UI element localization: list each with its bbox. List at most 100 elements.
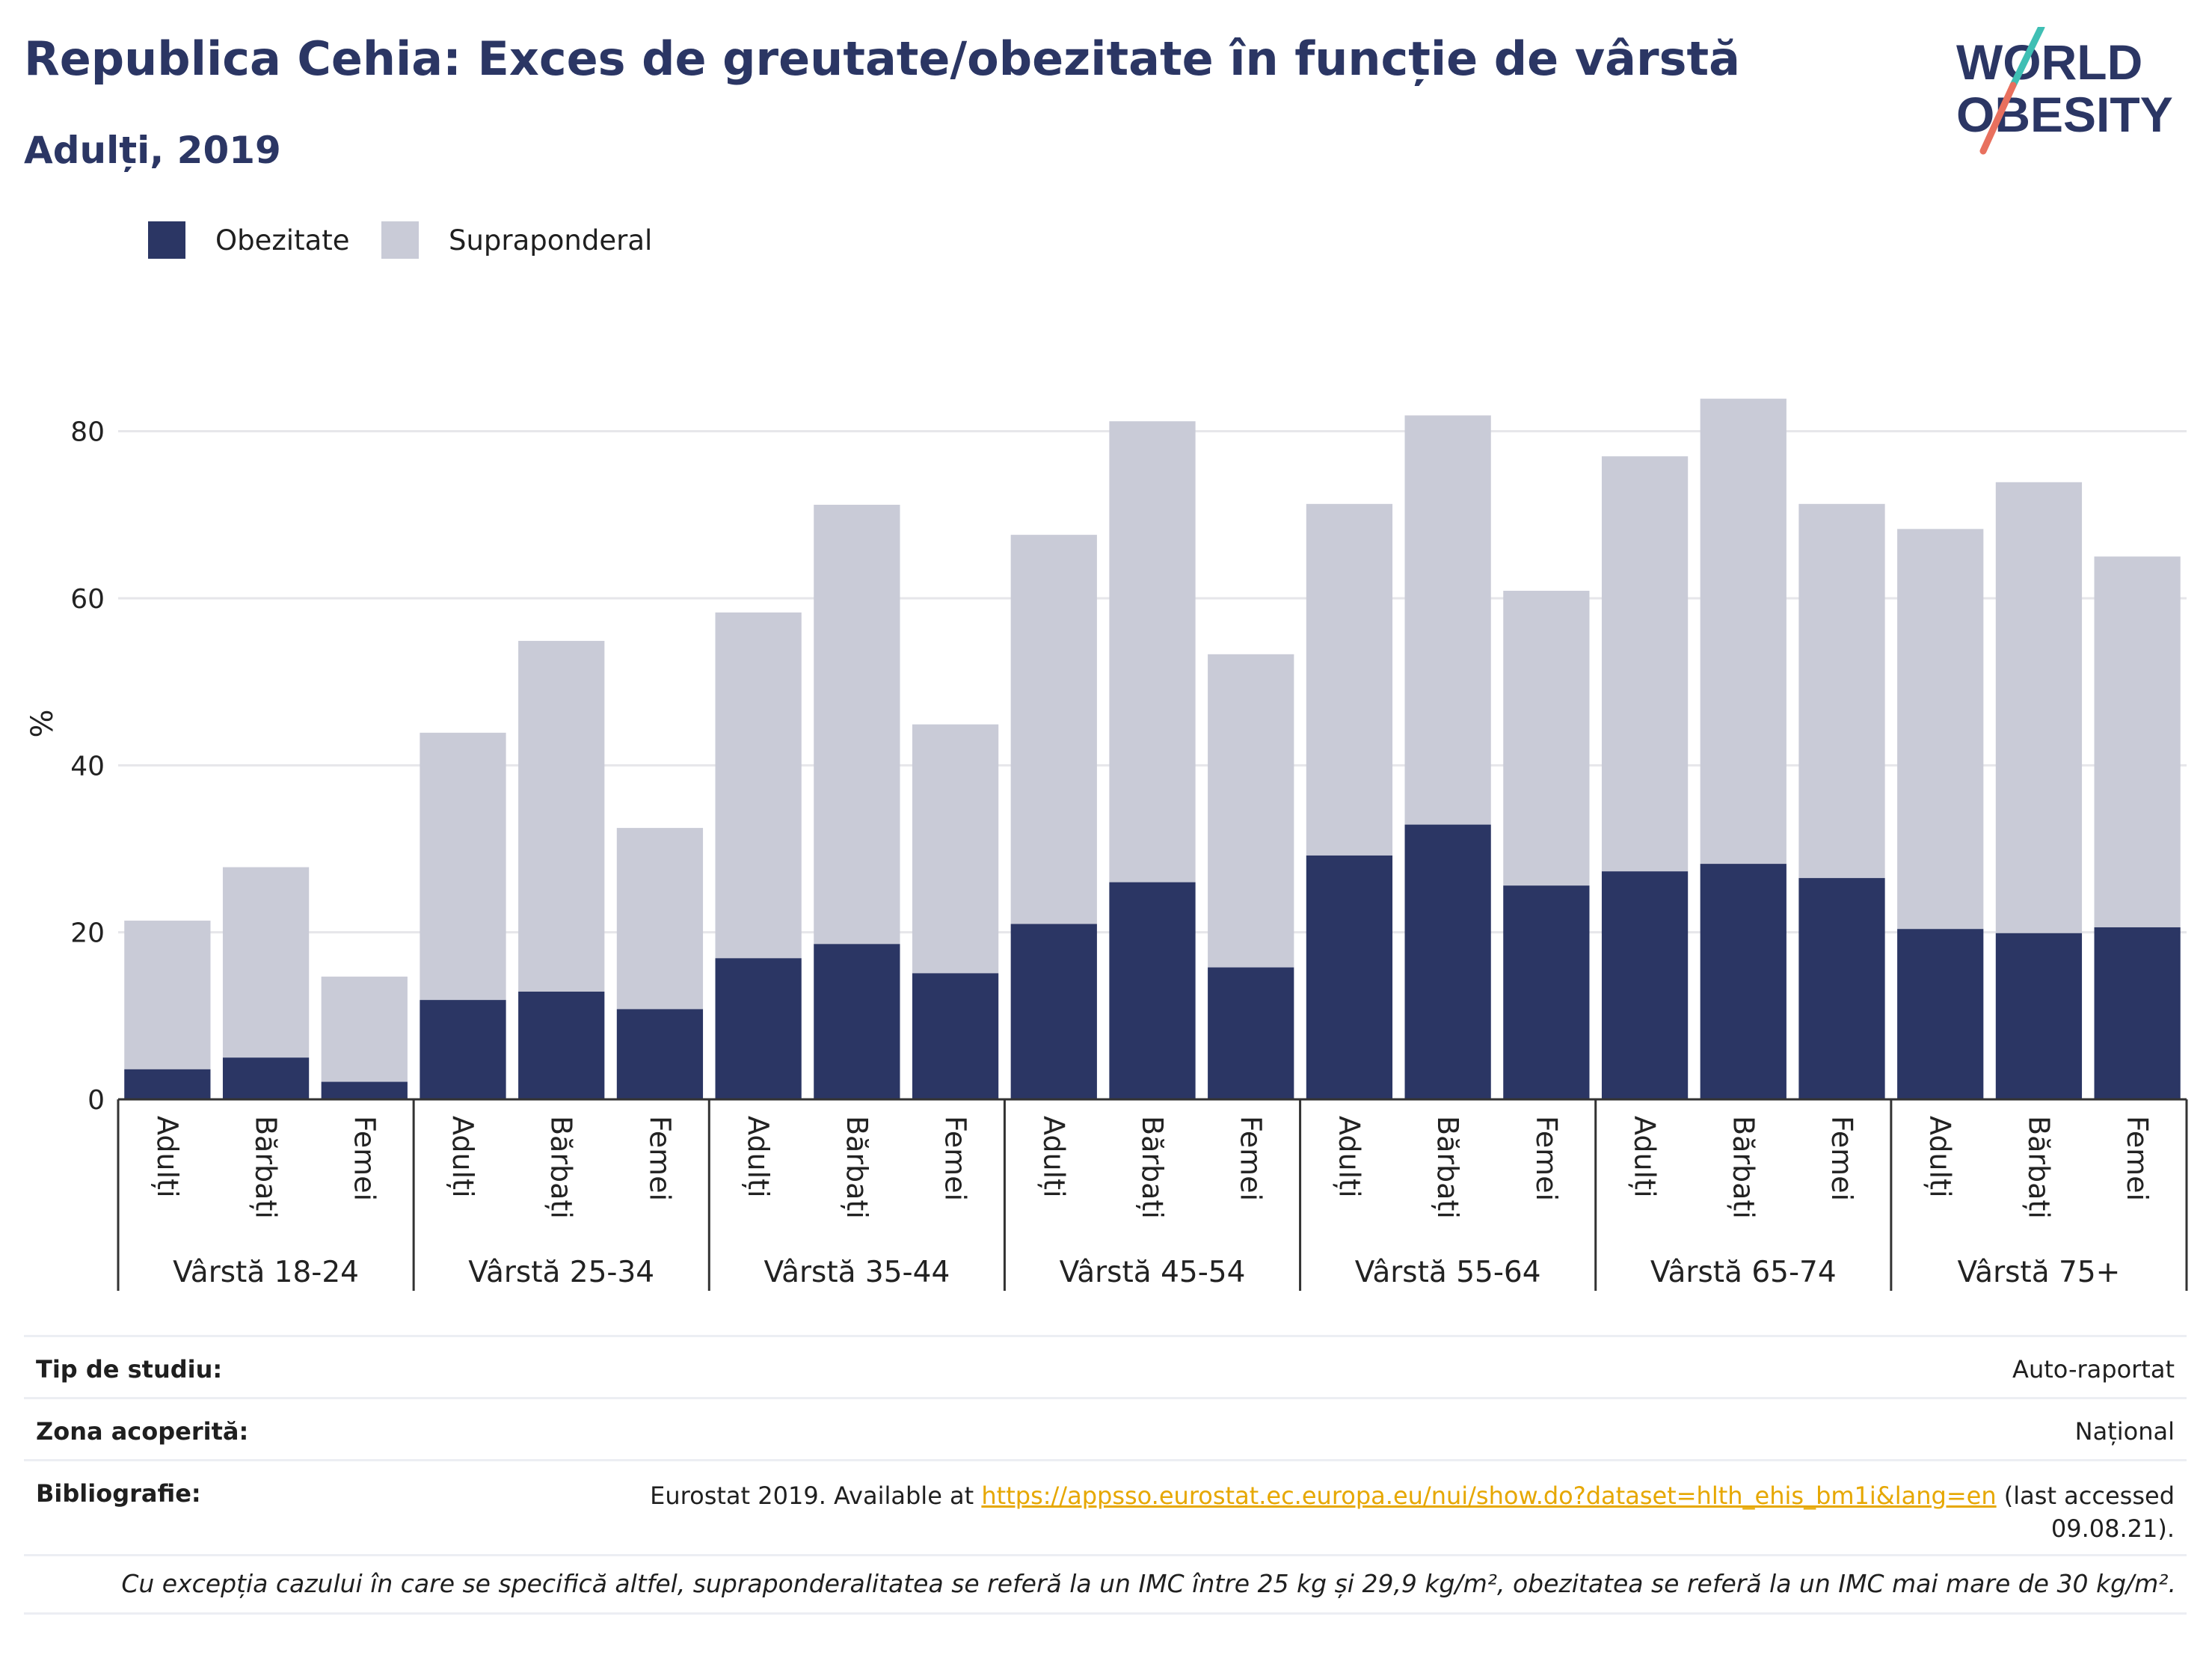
x-group-label: Vârstă 65-74 — [1650, 1256, 1837, 1289]
y-tick-label: 20 — [70, 918, 105, 949]
bottom-rule — [24, 1612, 2187, 1615]
bar-overweight — [518, 640, 605, 992]
x-subcategory-label: Adulți — [446, 1116, 479, 1198]
bar-overweight — [1208, 654, 1294, 968]
bar-obesity — [814, 944, 900, 1099]
x-subcategory-label: Femei — [939, 1116, 972, 1201]
stacked-bar-chart: 0 20 40 60 80% Adulți Bărbați Femei Adulți Bărbaț… — [25, 399, 2188, 1291]
legend-label-obesity: Obezitate — [215, 224, 350, 257]
y-tick-label: 60 — [70, 584, 105, 615]
bar-obesity — [616, 1009, 704, 1099]
x-subcategory-label: Femei — [348, 1116, 381, 1201]
page-title: Republica Cehia: Exces de greutate/obezi… — [24, 31, 1740, 86]
x-subcategory-label: Adulți — [151, 1116, 184, 1198]
bar-overweight — [1601, 456, 1689, 872]
x-subcategory-label: Adulți — [1037, 1116, 1070, 1198]
legend-item-overweight[interactable]: Supraponderal — [381, 221, 652, 259]
bibliography-link[interactable]: https://appsso.eurostat.ec.europa.eu/nui… — [981, 1481, 1997, 1510]
bar-overweight — [1306, 503, 1393, 856]
bar-obesity — [518, 991, 605, 1099]
x-subcategory-label: Bărbați — [250, 1116, 283, 1219]
world-obesity-logo: WORLD OBESITY — [1956, 27, 2173, 155]
x-subcategory-label: Femei — [2121, 1116, 2154, 1201]
bar-overweight — [715, 612, 802, 959]
bar-overweight — [321, 976, 408, 1082]
bar-overweight — [222, 867, 310, 1058]
bibliography-date: 09.08.21). — [2050, 1514, 2175, 1543]
bar-obesity — [1897, 929, 1984, 1099]
meta-value-coverage: Național — [2074, 1417, 2175, 1446]
bar-overweight — [1010, 535, 1097, 924]
logo-slash-bottom — [1979, 82, 2017, 155]
bar-obesity — [912, 973, 999, 1099]
legend-swatch-obesity — [148, 221, 185, 259]
x-subcategory-label: Adulți — [1924, 1116, 1957, 1198]
logo-line1: WORLD — [1956, 34, 2142, 90]
bar-obesity — [1010, 924, 1097, 1099]
x-group-label: Vârstă 25-34 — [468, 1256, 654, 1289]
meta-divider — [24, 1554, 2187, 1556]
bar-overweight — [420, 732, 506, 1001]
meta-row-coverage: Zona acoperită: Național — [24, 1397, 2187, 1459]
meta-value-bibliography: Eurostat 2019. Available at https://apps… — [650, 1479, 2175, 1545]
meta-value-study-type: Auto-raportat — [2012, 1355, 2175, 1384]
x-subcategory-label: Femei — [1235, 1116, 1268, 1201]
bar-obesity — [1208, 967, 1294, 1099]
bar-obesity — [1109, 882, 1196, 1099]
bar-obesity — [1601, 871, 1689, 1099]
bar-obesity — [715, 958, 802, 1099]
meta-label-study-type: Tip de studiu: — [36, 1355, 223, 1384]
bar-overweight — [2094, 556, 2181, 927]
bar-overweight — [616, 828, 704, 1010]
bar-overweight — [1503, 590, 1590, 886]
meta-row-bibliography: Bibliografie: Eurostat 2019. Available a… — [24, 1459, 2187, 1556]
y-tick-label: 40 — [70, 751, 105, 782]
y-tick-label: 80 — [70, 417, 105, 448]
x-group-label: Vârstă 35-44 — [764, 1256, 950, 1289]
bar-obesity — [1306, 855, 1393, 1099]
y-axis-label: % — [25, 709, 60, 737]
x-subcategory-label: Adulți — [742, 1116, 775, 1198]
x-subcategory-label: Bărbați — [2022, 1116, 2055, 1219]
legend-item-obesity[interactable]: Obezitate — [148, 221, 350, 259]
bar-obesity — [1503, 885, 1590, 1099]
bar-obesity — [222, 1057, 310, 1099]
bar-obesity — [124, 1069, 211, 1099]
bar-obesity — [1995, 933, 2083, 1099]
x-subcategory-label: Bărbați — [1136, 1116, 1169, 1219]
bar-overweight — [1897, 529, 1984, 930]
x-subcategory-label: Adulți — [1333, 1116, 1365, 1198]
bibliography-prefix: Eurostat 2019. Available at — [650, 1481, 982, 1510]
bar-overweight — [814, 504, 900, 945]
x-subcategory-label: Bărbați — [1727, 1116, 1760, 1219]
meta-row-study-type: Tip de studiu: Auto-raportat — [24, 1335, 2187, 1397]
footnote: Cu excepția cazului în care se specifică… — [121, 1569, 2176, 1598]
bar-overweight — [1404, 415, 1491, 825]
bar-obesity — [1404, 824, 1491, 1099]
meta-label-bibliography: Bibliografie: — [36, 1479, 201, 1508]
x-subcategory-label: Femei — [1825, 1116, 1858, 1201]
bar-obesity — [1700, 864, 1787, 1099]
bar-overweight — [1995, 482, 2083, 933]
x-subcategory-label: Bărbați — [1431, 1116, 1464, 1219]
bar-obesity — [420, 1000, 506, 1099]
bar-overweight — [1798, 503, 1885, 879]
x-subcategory-label: Femei — [1530, 1116, 1563, 1201]
x-group-label: Vârstă 55-64 — [1355, 1256, 1541, 1289]
x-subcategory-label: Adulți — [1629, 1116, 1662, 1198]
y-tick-label: 0 — [87, 1085, 105, 1116]
page-subtitle: Adulți, 2019 — [24, 129, 281, 172]
bar-overweight — [1700, 399, 1787, 865]
bar-overweight — [124, 921, 211, 1069]
bar-obesity — [2094, 927, 2181, 1099]
bar-obesity — [321, 1081, 408, 1099]
x-subcategory-label: Bărbați — [841, 1116, 873, 1219]
bar-obesity — [1798, 878, 1885, 1099]
x-group-label: Vârstă 75+ — [1958, 1256, 2121, 1289]
legend-swatch-overweight — [381, 221, 419, 259]
legend-label-overweight: Supraponderal — [449, 224, 653, 257]
bibliography-suffix: (last accessed — [1996, 1481, 2175, 1510]
x-group-label: Vârstă 45-54 — [1060, 1256, 1246, 1289]
meta-label-coverage: Zona acoperită: — [36, 1417, 249, 1446]
logo-slash-top — [2009, 27, 2045, 89]
